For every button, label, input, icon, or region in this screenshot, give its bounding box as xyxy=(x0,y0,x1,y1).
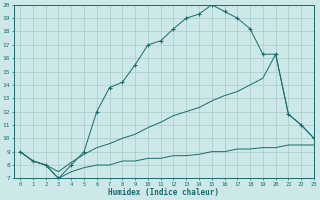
X-axis label: Humidex (Indice chaleur): Humidex (Indice chaleur) xyxy=(108,188,220,197)
